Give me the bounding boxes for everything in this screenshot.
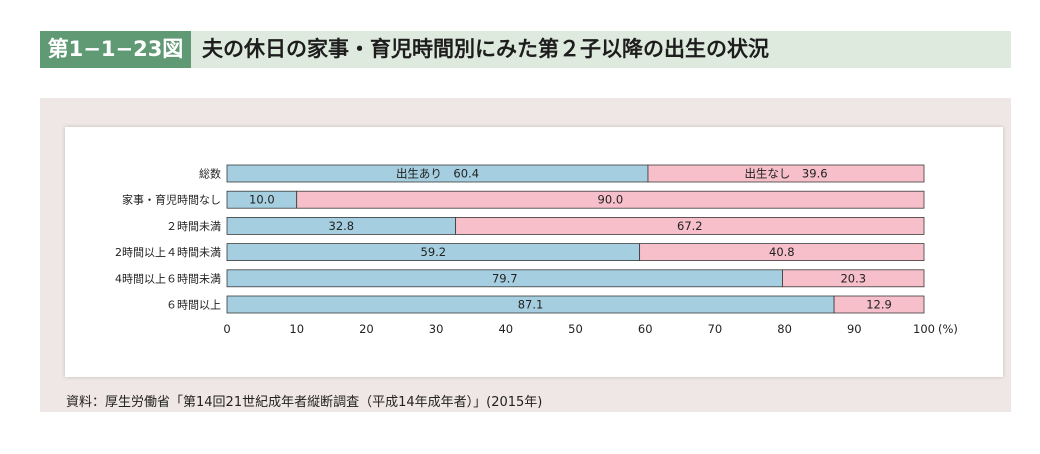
data-label: 90.0 (598, 193, 624, 207)
data-label: 12.9 (866, 298, 892, 312)
data-label: 出生なし 39.6 (744, 167, 827, 181)
data-label: 59.2 (421, 245, 447, 259)
data-label: 79.7 (492, 271, 518, 285)
bar-segment (455, 217, 925, 235)
category-label: 4時間以上６時間未満 (115, 272, 221, 285)
x-tick-label: 100 (913, 322, 935, 336)
data-label: 10.0 (249, 193, 275, 207)
x-tick-label: 40 (498, 322, 513, 336)
stacked-bar-chart: 総数 出生あり 60.4 出生なし 39.6 家事・育児時間なし 10.0 90.0 ２時間… (115, 164, 958, 336)
category-label: 家事・育児時間なし (122, 193, 221, 207)
bar-segment (833, 295, 925, 314)
category-label: 2時間以上４時間未満 (115, 246, 221, 259)
data-label: 出生あり 60.4 (396, 167, 479, 181)
category-label: ２時間未満 (166, 220, 221, 233)
x-axis-unit: (%) (938, 322, 958, 336)
bar-segment (296, 190, 925, 209)
figure-panel: 総数 出生あり 60.4 出生なし 39.6 家事・育児時間なし 10.0 90.0 ２時間… (40, 98, 1011, 412)
x-tick-label: 80 (777, 322, 792, 336)
data-label: 20.3 (840, 271, 866, 285)
x-tick-label: 60 (638, 322, 653, 336)
x-tick-label: 70 (708, 322, 723, 336)
bar-segment (647, 164, 925, 183)
category-label: 総数 (199, 167, 221, 181)
category-label: ６時間以上 (166, 299, 221, 312)
x-tick-label: 0 (223, 322, 230, 336)
x-tick-label: 20 (359, 322, 374, 336)
x-tick-label: 90 (847, 322, 862, 336)
source-note: 資料：厚生労働省「第14回21世紀成年者縦断調査（平成14年成年者）」(2015… (66, 395, 543, 410)
data-label: 40.8 (769, 245, 795, 259)
figure-title: 夫の休日の家事・育児時間別にみた第２子以降の出生の状況 (202, 37, 769, 61)
data-label: 67.2 (677, 219, 703, 233)
chart-card: 総数 出生あり 60.4 出生なし 39.6 家事・育児時間なし 10.0 90.0 ２時間… (65, 127, 1003, 377)
data-label: 32.8 (329, 219, 355, 233)
figure-title-bar: 第1−1−23図 夫の休日の家事・育児時間別にみた第２子以降の出生の状況 (40, 31, 1011, 68)
x-tick-label: 50 (568, 322, 583, 336)
bar-segment (782, 269, 925, 288)
figure-number: 第1−1−23図 (40, 31, 191, 68)
x-tick-label: 30 (429, 322, 444, 336)
data-label: 87.1 (518, 298, 544, 312)
bar-segment (639, 243, 925, 261)
x-tick-label: 10 (289, 322, 304, 336)
